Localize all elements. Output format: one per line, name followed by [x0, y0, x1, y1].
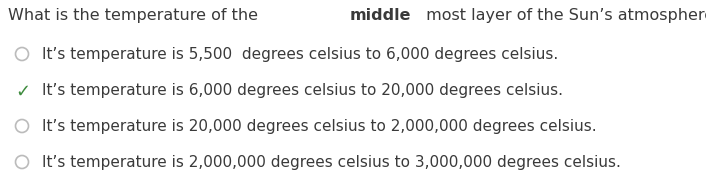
Text: middle: middle: [349, 8, 411, 23]
Text: It’s temperature is 2,000,000 degrees celsius to 3,000,000 degrees celsius.: It’s temperature is 2,000,000 degrees ce…: [42, 155, 621, 170]
Text: What is the temperature of the: What is the temperature of the: [8, 8, 263, 23]
Text: It’s temperature is 5,500  degrees celsius to 6,000 degrees celsius.: It’s temperature is 5,500 degrees celsiu…: [42, 47, 558, 62]
Text: most layer of the Sun’s atmosphere?: most layer of the Sun’s atmosphere?: [421, 8, 706, 23]
Text: It’s temperature is 20,000 degrees celsius to 2,000,000 degrees celsius.: It’s temperature is 20,000 degrees celsi…: [42, 119, 597, 134]
Text: It’s temperature is 6,000 degrees celsius to 20,000 degrees celsius.: It’s temperature is 6,000 degrees celsiu…: [42, 83, 563, 98]
Text: ✓: ✓: [15, 83, 30, 101]
